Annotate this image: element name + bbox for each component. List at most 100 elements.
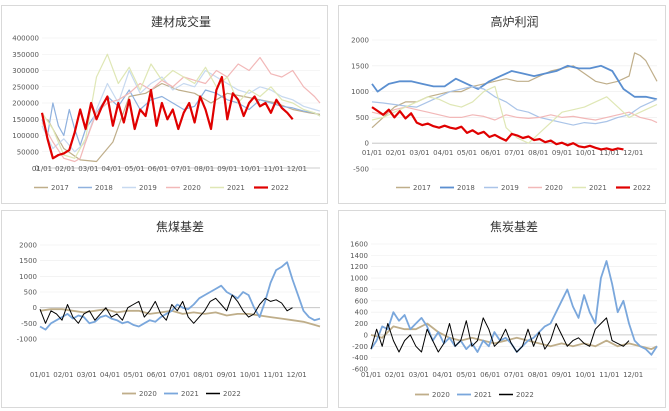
x-tick-label: 10/01 xyxy=(240,371,260,379)
x-tick-label: 07/01 xyxy=(504,371,524,379)
x-tick-label: 02/01 xyxy=(386,149,406,157)
x-tick-label: 05/01 xyxy=(457,149,477,157)
series-line-2018 xyxy=(41,89,321,146)
x-tick-label: 04/01 xyxy=(432,371,452,379)
series-line-2022 xyxy=(371,106,624,151)
chart-title: 焦炭基差 xyxy=(490,220,538,234)
x-tick-label: 10/01 xyxy=(575,371,595,379)
x-tick-label: 03/01 xyxy=(409,149,429,157)
chart-title: 高炉利润 xyxy=(490,14,538,29)
y-tick-label: 1000 xyxy=(351,88,369,96)
y-tick-label: 500 xyxy=(24,289,37,297)
x-tick-label: 10/01 xyxy=(240,165,260,173)
chart-blast-furnace-profit: 高炉利润 -500 0 500 1000 1500 2000 01/01 02/01 03/01 0… xyxy=(351,14,658,192)
y-tick-label: 150000 xyxy=(12,116,39,124)
x-tick-label: 07/01 xyxy=(171,165,191,173)
legend-label-2021: 2021 xyxy=(589,184,607,192)
y-tick-label: 1000 xyxy=(19,273,37,281)
legend-label-2020: 2020 xyxy=(545,184,563,192)
legend-label-2020: 2020 xyxy=(183,184,201,192)
series-line-2019 xyxy=(41,69,321,153)
y-tick-label: -400 xyxy=(352,354,368,362)
y-tick-label: -600 xyxy=(352,366,368,374)
x-tick-label: 05/01 xyxy=(456,371,476,379)
x-tick-label: 06/01 xyxy=(481,149,501,157)
y-tick-label: 800 xyxy=(355,286,368,294)
y-tick-label: 1000 xyxy=(350,275,368,283)
y-tick-label: 200000 xyxy=(12,100,39,108)
x-tick-label: 01/01 xyxy=(30,371,50,379)
y-tick-label: -1000 xyxy=(17,336,37,344)
x-tick-label: 11/01 xyxy=(263,371,283,379)
x-tick-label: 08/01 xyxy=(528,371,548,379)
x-tick-label: 09/01 xyxy=(552,149,572,157)
panel-blast-furnace-profit: 高炉利润 -500 0 500 1000 1500 2000 01/01 02/01 03/01 0… xyxy=(338,5,666,204)
y-tick-label: -500 xyxy=(353,166,369,174)
legend-label-2018: 2018 xyxy=(95,184,113,192)
x-tick-label: 08/01 xyxy=(193,371,213,379)
panel-coke-basis: 焦炭基差 -600 -400 -200 0 200 400 600 800 1000 1200 140… xyxy=(338,210,666,408)
chart-coke-basis: 焦炭基差 -600 -400 -200 0 200 400 600 800 1000 1200 140… xyxy=(350,220,658,399)
y-tick-label: 2000 xyxy=(351,37,369,45)
series-line-2021 xyxy=(41,53,321,159)
series-line-2022 xyxy=(39,294,293,324)
x-tick-label: 06/01 xyxy=(148,165,168,173)
x-tick-label: 09/01 xyxy=(217,371,237,379)
series-line-2019 xyxy=(371,85,658,126)
series-line-2018 xyxy=(371,64,658,101)
x-tick-label: 09/01 xyxy=(552,371,572,379)
legend-label-2022: 2022 xyxy=(633,184,651,192)
legend-label-2021: 2021 xyxy=(474,391,492,399)
chart-coking-coal-basis: 焦煤基差 -1000 -500 0 500 1000 1500 2000 01/01 02/01 0… xyxy=(17,220,321,398)
series-line-2020 xyxy=(370,322,658,351)
legend-label-2017: 2017 xyxy=(413,184,431,192)
legend-label-2022: 2022 xyxy=(271,184,289,192)
y-tick-label: 0 xyxy=(35,165,39,173)
chart-title: 焦煤基差 xyxy=(156,220,204,234)
chart-title: 建材成交量 xyxy=(151,14,211,29)
y-tick-label: 500 xyxy=(356,114,369,122)
x-tick-label: 06/01 xyxy=(147,371,167,379)
x-tick-label: 08/01 xyxy=(194,165,214,173)
y-tick-label: 300000 xyxy=(12,67,39,75)
legend-label-2019: 2019 xyxy=(501,184,519,192)
x-tick-label: 07/01 xyxy=(504,149,524,157)
x-tick-label: 08/01 xyxy=(528,149,548,157)
x-tick-label: 04/01 xyxy=(101,165,121,173)
series-line-2020 xyxy=(371,106,658,124)
chart-building-volume: 建材成交量 0 50000 100000 150000 200000 250000 30000… xyxy=(12,14,321,192)
legend-label-2020: 2020 xyxy=(139,390,157,398)
series-line-2022 xyxy=(370,317,630,353)
panel-building-volume: 建材成交量 0 50000 100000 150000 200000 250000 30000… xyxy=(1,5,328,204)
y-tick-label: 600 xyxy=(355,297,368,305)
x-tick-label: 11/01 xyxy=(264,165,284,173)
x-tick-label: 12/01 xyxy=(623,149,643,157)
x-tick-label: 09/01 xyxy=(217,165,237,173)
x-tick-label: 01/01 xyxy=(362,149,382,157)
y-tick-label: -200 xyxy=(352,343,368,351)
y-tick-label: 400 xyxy=(355,309,368,317)
x-tick-label: 04/01 xyxy=(100,371,120,379)
y-tick-label: 100000 xyxy=(12,132,39,140)
series-line-2021 xyxy=(371,85,658,144)
x-tick-label: 06/01 xyxy=(480,371,500,379)
panel-coking-coal-basis: 焦煤基差 -1000 -500 0 500 1000 1500 2000 01/01 02/01 0… xyxy=(1,210,328,408)
y-tick-label: 250000 xyxy=(12,83,39,91)
x-tick-label: 03/01 xyxy=(409,371,429,379)
x-tick-label: 01/01 xyxy=(32,165,52,173)
x-tick-label: 07/01 xyxy=(170,371,190,379)
x-tick-label: 10/01 xyxy=(576,149,596,157)
x-tick-label: 12/01 xyxy=(287,371,307,379)
y-tick-label: 1400 xyxy=(350,252,368,260)
series-line-2021 xyxy=(370,260,658,356)
y-tick-label: 50000 xyxy=(17,148,39,156)
y-tick-label: 1200 xyxy=(350,263,368,271)
x-tick-label: 02/01 xyxy=(385,371,405,379)
x-tick-label: 03/01 xyxy=(78,165,98,173)
y-tick-label: 0 xyxy=(33,304,37,312)
y-tick-label: 200 xyxy=(355,320,368,328)
x-tick-label: 12/01 xyxy=(623,371,643,379)
y-tick-label: 400000 xyxy=(12,35,39,43)
series-line-2021 xyxy=(39,261,321,331)
y-tick-label: 0 xyxy=(365,140,369,148)
